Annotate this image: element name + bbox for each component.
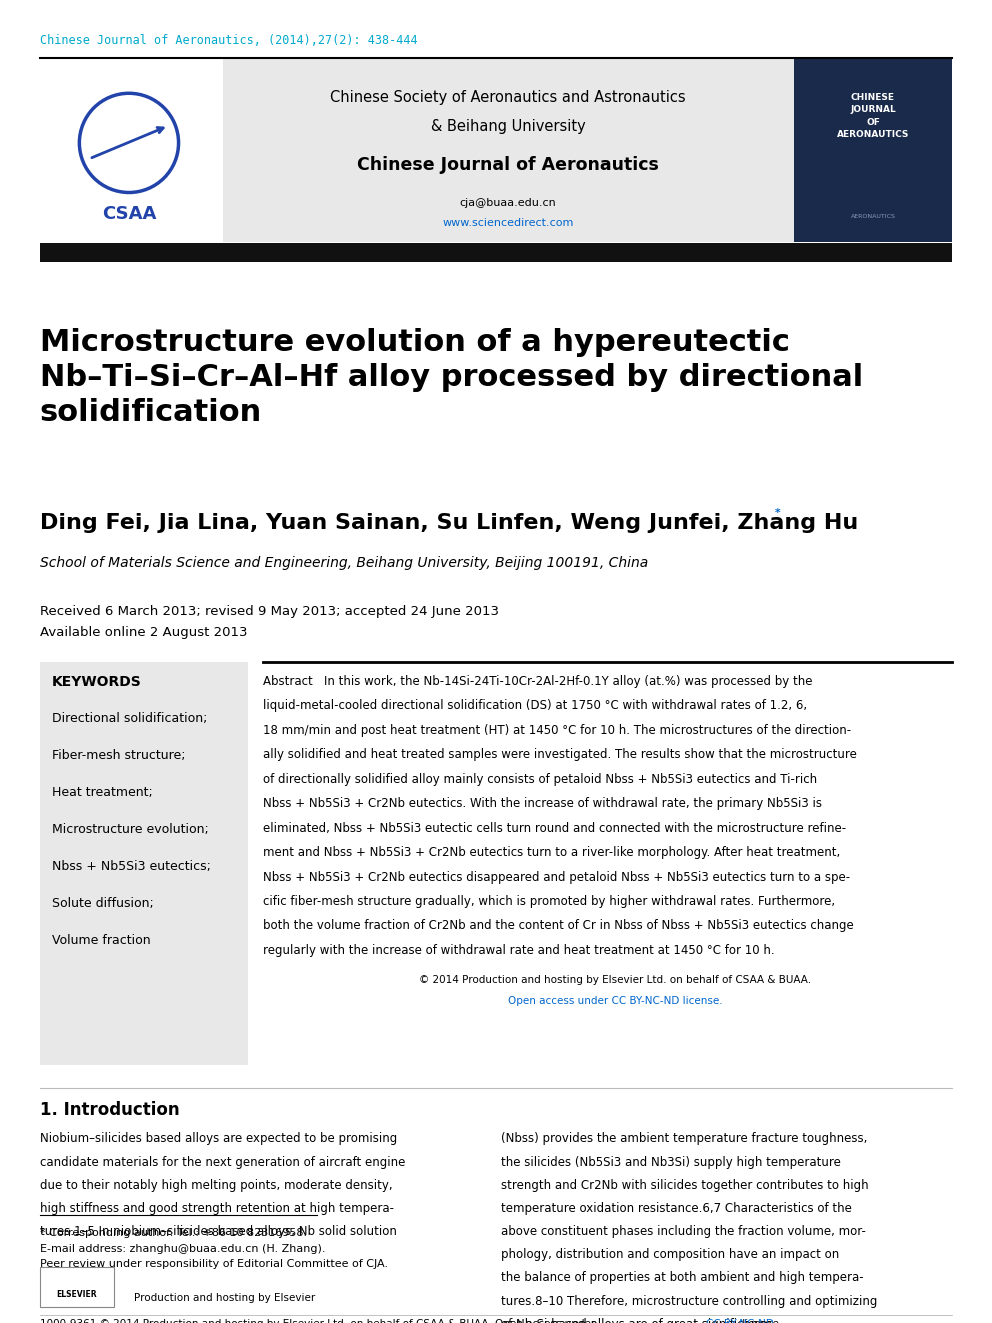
Text: Ding Fei, Jia Lina, Yuan Sainan, Su Linfen, Weng Junfei, Zhang Hu: Ding Fei, Jia Lina, Yuan Sainan, Su Linf… bbox=[40, 513, 858, 533]
Text: © 2014 Production and hosting by Elsevier Ltd. on behalf of CSAA & BUAA.: © 2014 Production and hosting by Elsevie… bbox=[419, 975, 811, 986]
Text: Microstructure evolution;: Microstructure evolution; bbox=[52, 823, 208, 836]
FancyBboxPatch shape bbox=[40, 58, 223, 242]
Text: CHINESE
JOURNAL
OF
AERONAUTICS: CHINESE JOURNAL OF AERONAUTICS bbox=[837, 93, 909, 139]
Text: eliminated, Nbss + Nb5Si3 eutectic cells turn round and connected with the micro: eliminated, Nbss + Nb5Si3 eutectic cells… bbox=[263, 822, 846, 835]
Text: AERONAUTICS: AERONAUTICS bbox=[850, 214, 896, 220]
Text: & Beihang University: & Beihang University bbox=[431, 119, 585, 134]
Text: ally solidified and heat treated samples were investigated. The results show tha: ally solidified and heat treated samples… bbox=[263, 747, 857, 761]
FancyBboxPatch shape bbox=[40, 1267, 114, 1307]
Text: the silicides (Nb5Si3 and Nb3Si) supply high temperature: the silicides (Nb5Si3 and Nb3Si) supply … bbox=[501, 1156, 841, 1168]
Text: Available online 2 August 2013: Available online 2 August 2013 bbox=[40, 626, 247, 639]
Text: KEYWORDS: KEYWORDS bbox=[52, 675, 141, 689]
Text: Chinese Society of Aeronautics and Astronautics: Chinese Society of Aeronautics and Astro… bbox=[330, 90, 685, 105]
Text: (Nbss) provides the ambient temperature fracture toughness,: (Nbss) provides the ambient temperature … bbox=[501, 1132, 867, 1146]
Text: Solute diffusion;: Solute diffusion; bbox=[52, 897, 154, 910]
Text: Fiber-mesh structure;: Fiber-mesh structure; bbox=[52, 749, 186, 762]
Text: *: * bbox=[771, 508, 781, 519]
Text: School of Materials Science and Engineering, Beihang University, Beijing 100191,: School of Materials Science and Engineer… bbox=[40, 556, 648, 570]
FancyBboxPatch shape bbox=[223, 58, 794, 242]
Text: liquid-metal-cooled directional solidification (DS) at 1750 °C with withdrawal r: liquid-metal-cooled directional solidifi… bbox=[263, 699, 807, 712]
Text: Chinese Journal of Aeronautics: Chinese Journal of Aeronautics bbox=[357, 156, 659, 175]
Text: ment and Nbss + Nb5Si3 + Cr2Nb eutectics turn to a river-like morphology. After : ment and Nbss + Nb5Si3 + Cr2Nb eutectics… bbox=[263, 845, 840, 859]
Text: cific fiber-mesh structure gradually, which is promoted by higher withdrawal rat: cific fiber-mesh structure gradually, wh… bbox=[263, 894, 835, 908]
Text: Volume fraction: Volume fraction bbox=[52, 934, 150, 947]
FancyBboxPatch shape bbox=[40, 243, 952, 262]
Text: Niobium–silicides based alloys are expected to be promising: Niobium–silicides based alloys are expec… bbox=[40, 1132, 397, 1146]
Text: both the volume fraction of Cr2Nb and the content of Cr in Nbss of Nbss + Nb5Si3: both the volume fraction of Cr2Nb and th… bbox=[263, 919, 854, 933]
FancyBboxPatch shape bbox=[40, 662, 248, 1065]
Text: strength and Cr2Nb with silicides together contributes to high: strength and Cr2Nb with silicides togeth… bbox=[501, 1179, 869, 1192]
Text: tures.8–10 Therefore, microstructure controlling and optimizing: tures.8–10 Therefore, microstructure con… bbox=[501, 1294, 877, 1307]
Text: high stiffness and good strength retention at high tempera-: high stiffness and good strength retenti… bbox=[40, 1201, 394, 1215]
Text: Nbss + Nb5Si3 + Cr2Nb eutectics. With the increase of withdrawal rate, the prima: Nbss + Nb5Si3 + Cr2Nb eutectics. With th… bbox=[263, 796, 822, 810]
Text: Chinese Journal of Aeronautics, (2014),27(2): 438-444: Chinese Journal of Aeronautics, (2014),2… bbox=[40, 34, 418, 48]
FancyBboxPatch shape bbox=[794, 58, 952, 242]
Text: of Nb-Si based alloys are of great significance.: of Nb-Si based alloys are of great signi… bbox=[501, 1318, 776, 1323]
Text: cja@buaa.edu.cn: cja@buaa.edu.cn bbox=[459, 198, 557, 209]
Text: above constituent phases including the fraction volume, mor-: above constituent phases including the f… bbox=[501, 1225, 866, 1238]
Text: regularly with the increase of withdrawal rate and heat treatment at 1450 °C for: regularly with the increase of withdrawa… bbox=[263, 943, 775, 957]
Text: candidate materials for the next generation of aircraft engine: candidate materials for the next generat… bbox=[40, 1156, 405, 1168]
Text: CC BY-NC-ND: CC BY-NC-ND bbox=[706, 1319, 774, 1323]
Text: Peer review under responsibility of Editorial Committee of CJA.: Peer review under responsibility of Edit… bbox=[40, 1259, 388, 1270]
Text: phology, distribution and composition have an impact on: phology, distribution and composition ha… bbox=[501, 1248, 839, 1261]
Text: CSAA: CSAA bbox=[102, 205, 156, 224]
Text: 18 mm/min and post heat treatment (HT) at 1450 °C for 10 h. The microstructures : 18 mm/min and post heat treatment (HT) a… bbox=[263, 724, 851, 737]
Text: license.: license. bbox=[739, 1319, 783, 1323]
Text: temperature oxidation resistance.6,7 Characteristics of the: temperature oxidation resistance.6,7 Cha… bbox=[501, 1201, 852, 1215]
Text: Production and hosting by Elsevier: Production and hosting by Elsevier bbox=[134, 1293, 315, 1303]
Text: of directionally solidified alloy mainly consists of petaloid Nbss + Nb5Si3 eute: of directionally solidified alloy mainly… bbox=[263, 773, 817, 786]
Text: 1. Introduction: 1. Introduction bbox=[40, 1101, 180, 1119]
Text: ELSEVIER: ELSEVIER bbox=[57, 1290, 96, 1299]
Text: Directional solidification;: Directional solidification; bbox=[52, 712, 207, 725]
Text: tures.1–5 In niobium–silicides based alloys, Nb solid solution: tures.1–5 In niobium–silicides based all… bbox=[40, 1225, 397, 1238]
Text: E-mail address: zhanghu@buaa.edu.cn (H. Zhang).: E-mail address: zhanghu@buaa.edu.cn (H. … bbox=[40, 1244, 325, 1254]
Text: Heat treatment;: Heat treatment; bbox=[52, 786, 153, 799]
Text: Microstructure evolution of a hypereutectic
Nb–Ti–Si–Cr–Al–Hf alloy processed by: Microstructure evolution of a hypereutec… bbox=[40, 328, 863, 426]
Text: Nbss + Nb5Si3 + Cr2Nb eutectics disappeared and petaloid Nbss + Nb5Si3 eutectics: Nbss + Nb5Si3 + Cr2Nb eutectics disappea… bbox=[263, 871, 850, 884]
Text: www.sciencedirect.com: www.sciencedirect.com bbox=[442, 218, 573, 229]
Text: due to their notably high melting points, moderate density,: due to their notably high melting points… bbox=[40, 1179, 392, 1192]
Text: Received 6 March 2013; revised 9 May 2013; accepted 24 June 2013: Received 6 March 2013; revised 9 May 201… bbox=[40, 605, 499, 618]
Text: Nbss + Nb5Si3 eutectics;: Nbss + Nb5Si3 eutectics; bbox=[52, 860, 210, 873]
Text: the balance of properties at both ambient and high tempera-: the balance of properties at both ambien… bbox=[501, 1271, 864, 1285]
Text: Abstract   In this work, the Nb-14Si-24Ti-10Cr-2Al-2Hf-0.1Y alloy (at.%) was pro: Abstract In this work, the Nb-14Si-24Ti-… bbox=[263, 675, 812, 688]
Text: * Corresponding author. Tel.: +86 10 82316958.: * Corresponding author. Tel.: +86 10 823… bbox=[40, 1228, 307, 1238]
Text: 1000-9361 © 2014 Production and hosting by Elsevier Ltd. on behalf of CSAA & BUA: 1000-9361 © 2014 Production and hosting … bbox=[40, 1319, 595, 1323]
Text: Open access under CC BY-NC-ND license.: Open access under CC BY-NC-ND license. bbox=[508, 996, 722, 1007]
